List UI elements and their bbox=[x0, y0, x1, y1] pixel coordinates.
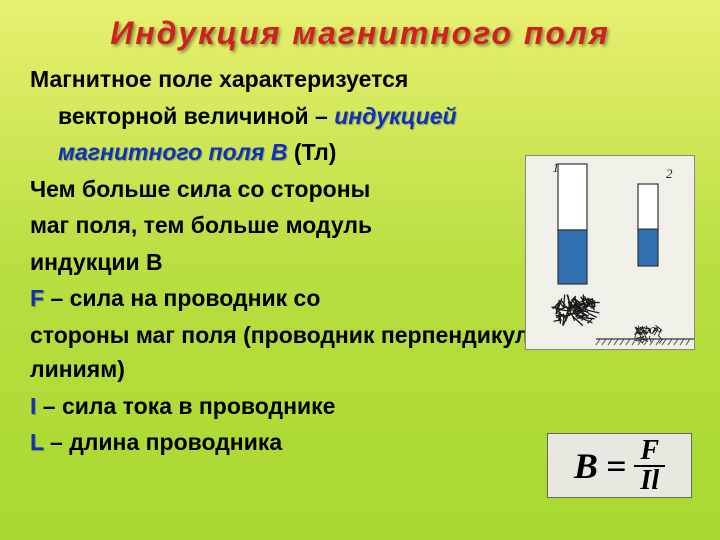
formula-denominator: Il bbox=[634, 467, 665, 495]
formula-eq: B = F Il bbox=[574, 437, 665, 495]
para1-line3-em: магнитного поля В bbox=[58, 139, 288, 165]
formula-numerator: F bbox=[634, 437, 665, 467]
formula-B: B bbox=[574, 445, 598, 487]
slide-title: Индукция магнитного поля bbox=[0, 0, 720, 62]
para1-line2: векторной величиной – индукцией bbox=[30, 99, 690, 134]
magnet-diagram: 12 bbox=[525, 155, 695, 350]
magnet-diagram-svg: 12 bbox=[526, 156, 696, 351]
def-I-text: – сила тока в проводнике bbox=[36, 393, 335, 419]
formula-equals: = bbox=[606, 445, 627, 487]
para1-line1: Магнитное поле характеризуется bbox=[30, 62, 690, 97]
letter-F: F bbox=[30, 285, 44, 311]
svg-text:2: 2 bbox=[666, 166, 673, 181]
letter-L: L bbox=[30, 429, 44, 455]
para1-line2-em: индукцией bbox=[334, 103, 456, 129]
para1-line2-pre: векторной величиной – bbox=[58, 103, 334, 129]
def-L-text: – длина проводника bbox=[44, 429, 283, 455]
formula-fraction: F Il bbox=[634, 437, 665, 495]
formula-box: B = F Il bbox=[547, 433, 692, 498]
def-F-text: – сила на проводник со bbox=[44, 285, 320, 311]
def-I: I – сила тока в проводнике bbox=[30, 389, 690, 424]
para1-line3-post: (Тл) bbox=[288, 139, 337, 165]
